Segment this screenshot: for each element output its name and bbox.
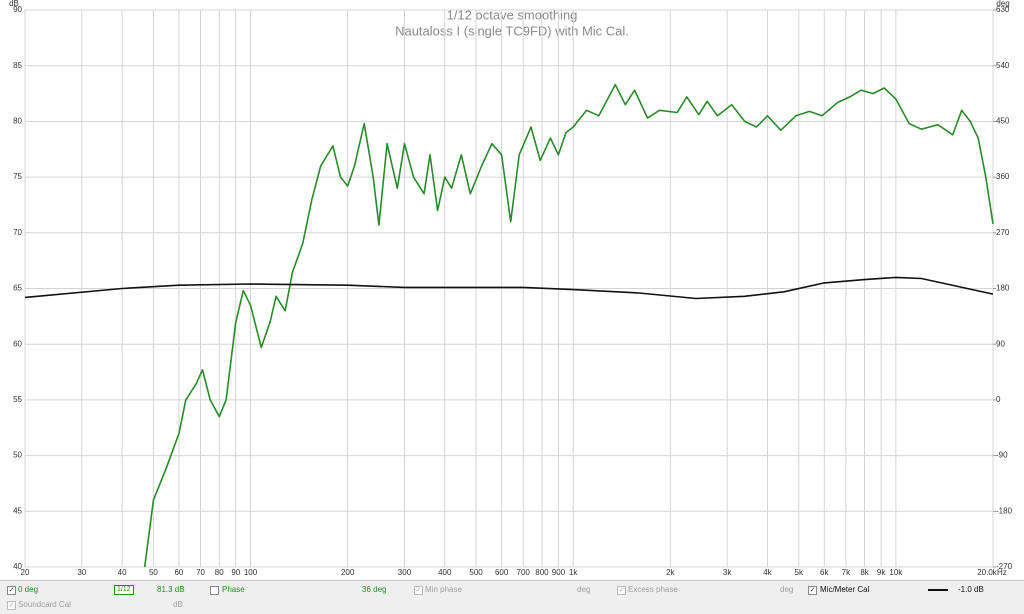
x-tick-label: 100	[244, 568, 258, 577]
y2-tick-label: 270	[996, 228, 1010, 237]
y-axis-label: dB	[9, 0, 19, 8]
y2-tick-label: 540	[996, 61, 1010, 70]
checkbox[interactable]: ✓	[414, 586, 423, 595]
legend-label: Excess phase	[628, 585, 678, 594]
value-readout: -1.0 dB	[958, 585, 984, 594]
chart-title: 1/12 octave smoothing	[447, 7, 578, 22]
checkbox[interactable]: ✓	[617, 586, 626, 595]
x-tick-label: 500	[469, 568, 483, 577]
y2-tick-label: -90	[996, 451, 1008, 460]
x-tick-label: 1k	[569, 568, 578, 577]
y2-tick-label: -270	[996, 562, 1013, 571]
y-tick-label: 90	[13, 5, 22, 14]
x-tick-label: 6k	[820, 568, 829, 577]
x-tick-label: 900	[552, 568, 566, 577]
y2-tick-label: -180	[996, 506, 1013, 515]
chart-subtitle: Nautaloss I (single TC9FD) with Mic Cal.	[395, 23, 629, 38]
y-tick-label: 60	[13, 339, 22, 348]
x-axis-unit: Hz	[997, 568, 1007, 577]
x-tick-label: 30	[77, 568, 86, 577]
x-tick-label: 7k	[842, 568, 851, 577]
x-tick-label: 3k	[723, 568, 732, 577]
grid	[24, 9, 994, 568]
checkbox[interactable]: ✓	[808, 586, 817, 595]
y-tick-label: 50	[13, 451, 22, 460]
y2-tick-label: 0	[996, 395, 1001, 404]
x-tick-label: 80	[215, 568, 224, 577]
y-tick-label: 85	[13, 61, 22, 70]
legend-label: 0 deg	[18, 585, 39, 594]
y2-tick-label: 450	[996, 117, 1010, 126]
y-tick-label: 65	[13, 284, 22, 293]
chart: 1/12 octave smoothing Nautaloss I (singl…	[9, 0, 1013, 578]
series-line	[24, 276, 994, 300]
y2-tick-label: 630	[996, 5, 1010, 14]
value-readout: 36 deg	[362, 585, 387, 594]
y2-tick-label: 360	[996, 172, 1010, 181]
x-tick-label: 10k	[889, 568, 903, 577]
x-tick-label: 5k	[795, 568, 804, 577]
value-readout: 81.3 dB	[157, 585, 185, 594]
y-tick-label: 40	[13, 562, 22, 571]
legend-label: Min phase	[425, 585, 462, 594]
x-tick-label: 20.0k	[977, 568, 998, 577]
legend-label: Soundcard Cal	[18, 600, 71, 609]
x-tick-label: 300	[398, 568, 412, 577]
legend-label: Phase	[222, 585, 245, 594]
legend-panel: ✓ 0 deg 1/12 81.3 dB Phase 36 deg ✓ Min …	[0, 580, 1024, 614]
x-tick-label: 40	[118, 568, 127, 577]
y-tick-label: 75	[13, 172, 22, 181]
x-tick-label: 400	[438, 568, 452, 577]
x-tick-label: 90	[231, 568, 240, 577]
value-readout: deg	[577, 585, 591, 594]
legend-swatch	[928, 589, 948, 591]
x-tick-label: 70	[196, 568, 205, 577]
y-tick-label: 55	[13, 395, 22, 404]
y-tick-label: 80	[13, 117, 22, 126]
checkbox[interactable]	[210, 586, 219, 595]
x-tick-label: 700	[517, 568, 531, 577]
x-tick-label: 60	[174, 568, 183, 577]
x-tick-label: 20	[21, 568, 30, 577]
x-tick-label: 200	[341, 568, 355, 577]
y-tick-label: 45	[13, 506, 22, 515]
checkbox[interactable]: ✓	[7, 586, 16, 595]
x-tick-label: 4k	[763, 568, 772, 577]
value-readout: deg	[780, 585, 794, 594]
x-tick-label: 800	[535, 568, 549, 577]
x-tick-label: 9k	[877, 568, 886, 577]
y2-axis-label: deg	[996, 0, 1009, 8]
value-readout: dB	[173, 600, 183, 609]
y2-tick-label: 90	[996, 339, 1005, 348]
legend-label: Mic/Meter Cal	[820, 585, 870, 594]
y2-tick-label: 180	[996, 284, 1010, 293]
x-tick-label: 600	[495, 568, 509, 577]
smoothing-button[interactable]: 1/12	[114, 585, 134, 595]
series-line	[143, 83, 994, 568]
y-tick-label: 70	[13, 228, 22, 237]
x-tick-label: 2k	[666, 568, 675, 577]
x-tick-label: 50	[149, 568, 158, 577]
checkbox[interactable]: ✓	[7, 601, 16, 610]
x-tick-label: 8k	[860, 568, 869, 577]
